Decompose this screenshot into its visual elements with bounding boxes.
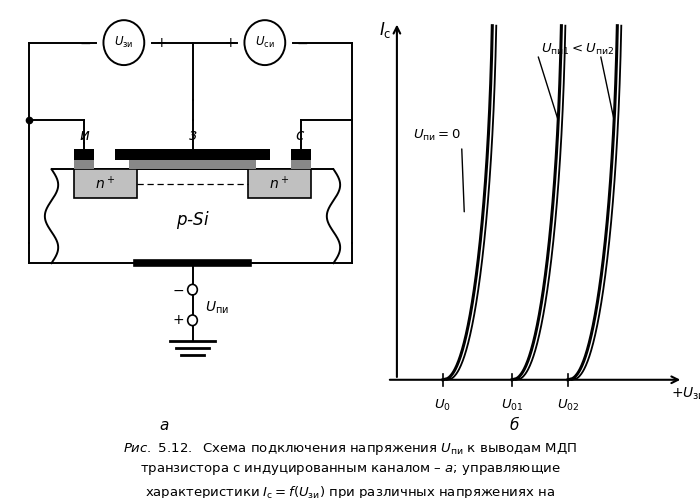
Text: а: а xyxy=(160,418,169,433)
Bar xyxy=(74,149,95,160)
Bar xyxy=(248,169,312,198)
Text: $+$: $+$ xyxy=(223,36,236,50)
Text: $+$: $+$ xyxy=(172,313,183,327)
Text: $I_{\rm с}$: $I_{\rm с}$ xyxy=(379,19,391,40)
Text: $n^+$: $n^+$ xyxy=(95,175,116,192)
Text: $и$: $и$ xyxy=(79,127,90,142)
Text: $-$: $-$ xyxy=(79,36,91,50)
Text: $+U_{\rm зи}$: $+U_{\rm зи}$ xyxy=(671,385,700,402)
Text: $U_{\rm пи}=0$: $U_{\rm пи}=0$ xyxy=(413,128,464,212)
Text: $U_{\text{пи}}$: $U_{\text{пи}}$ xyxy=(206,300,230,316)
Text: $U_{\rm пи1}<U_{\rm пи2}$: $U_{\rm пи1}<U_{\rm пи2}$ xyxy=(541,42,615,57)
Text: $U_{01}$: $U_{01}$ xyxy=(500,397,524,412)
Text: $з$: $з$ xyxy=(188,127,197,142)
Text: б: б xyxy=(510,418,519,433)
Text: $U_{\text{зи}}$: $U_{\text{зи}}$ xyxy=(114,35,134,50)
Bar xyxy=(290,160,312,169)
Bar xyxy=(115,149,270,160)
Bar xyxy=(74,160,95,169)
Bar xyxy=(130,160,256,169)
Text: $U_0$: $U_0$ xyxy=(435,397,452,412)
Text: $U_{\text{си}}$: $U_{\text{си}}$ xyxy=(255,35,274,50)
Text: $\it{Рис.\ 5.12.}$  Схема подключения напряжения $U_{\rm пи}$ к выводам МДП
тран: $\it{Рис.\ 5.12.}$ Схема подключения нап… xyxy=(123,441,577,498)
Text: $-$: $-$ xyxy=(296,36,308,50)
Bar xyxy=(290,149,312,160)
Text: $+$: $+$ xyxy=(155,36,167,50)
Text: $с$: $с$ xyxy=(295,127,305,142)
Text: $U_{02}$: $U_{02}$ xyxy=(556,397,579,412)
Text: $n^+$: $n^+$ xyxy=(270,175,290,192)
Text: $p$-Si: $p$-Si xyxy=(176,209,209,231)
Bar xyxy=(74,169,136,198)
Text: $-$: $-$ xyxy=(172,283,183,297)
